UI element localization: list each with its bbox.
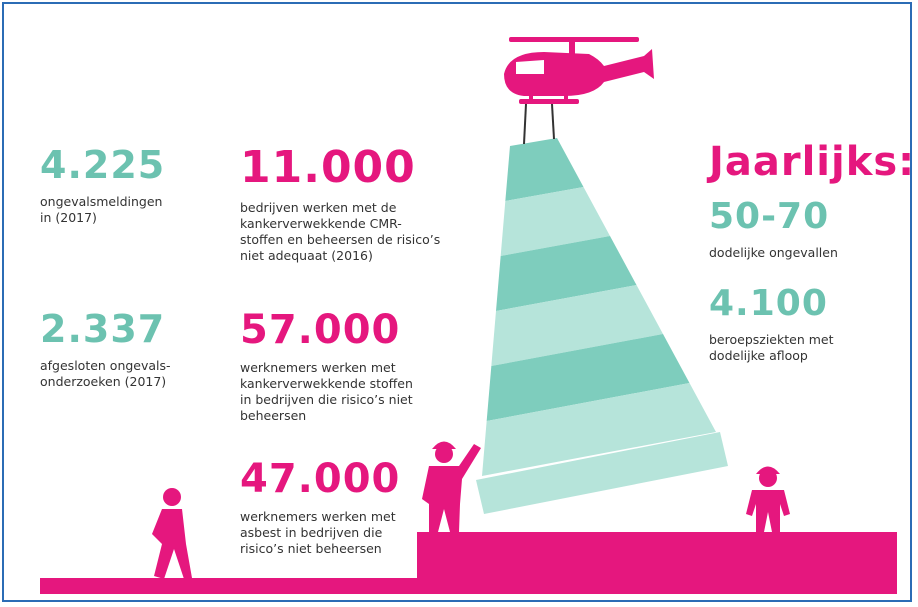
label-line: beroepsziekten met [709,332,834,348]
label-line: dodelijke afloop [709,348,834,364]
label-line: beheersen [240,408,413,424]
helicopter [504,37,654,144]
stat-value: 57.000 [240,310,413,350]
label-line: bedrijven werken met de [240,200,440,216]
stat: 2.337 afgesloten ongevals-onderzoeken (20… [40,310,171,390]
stat-value: 11.000 [240,146,440,190]
stat-label: afgesloten ongevals-onderzoeken (2017) [40,358,171,390]
label-line: werknemers werken met [240,509,400,525]
walking-person [152,488,192,579]
stat-label: dodelijke ongevallen [709,245,838,261]
label-line: dodelijke ongevallen [709,245,838,261]
label-line: onderzoeken (2017) [40,374,171,390]
label-line: afgesloten ongevals- [40,358,171,374]
stat-value: 4.225 [40,146,165,184]
stat: 50-70 dodelijke ongevallen [709,199,838,261]
label-line: werknemers werken met [240,360,413,376]
stat-value: 2.337 [40,310,171,348]
label-line: niet adequaat (2016) [240,248,440,264]
stat-value: 50-70 [709,199,838,235]
heading: Jaarlijks: [709,142,912,182]
standing-worker [746,467,790,533]
label-line: asbest in bedrijven die [240,525,400,541]
label-line: ongevalsmeldingen [40,194,165,210]
stat-value: 4.100 [709,286,834,322]
waving-worker [422,442,481,533]
cone [476,138,728,514]
label-line: kankerverwekkende CMR- [240,216,440,232]
label-line: in (2017) [40,210,165,226]
label-line: stoffen en beheersen de risico’s [240,232,440,248]
stat-value: 47.000 [240,459,400,499]
label-line: in bedrijven die risico’s niet [240,392,413,408]
label-line: risico’s niet beheersen [240,541,400,557]
label-line: kankerverwekkende stoffen [240,376,413,392]
